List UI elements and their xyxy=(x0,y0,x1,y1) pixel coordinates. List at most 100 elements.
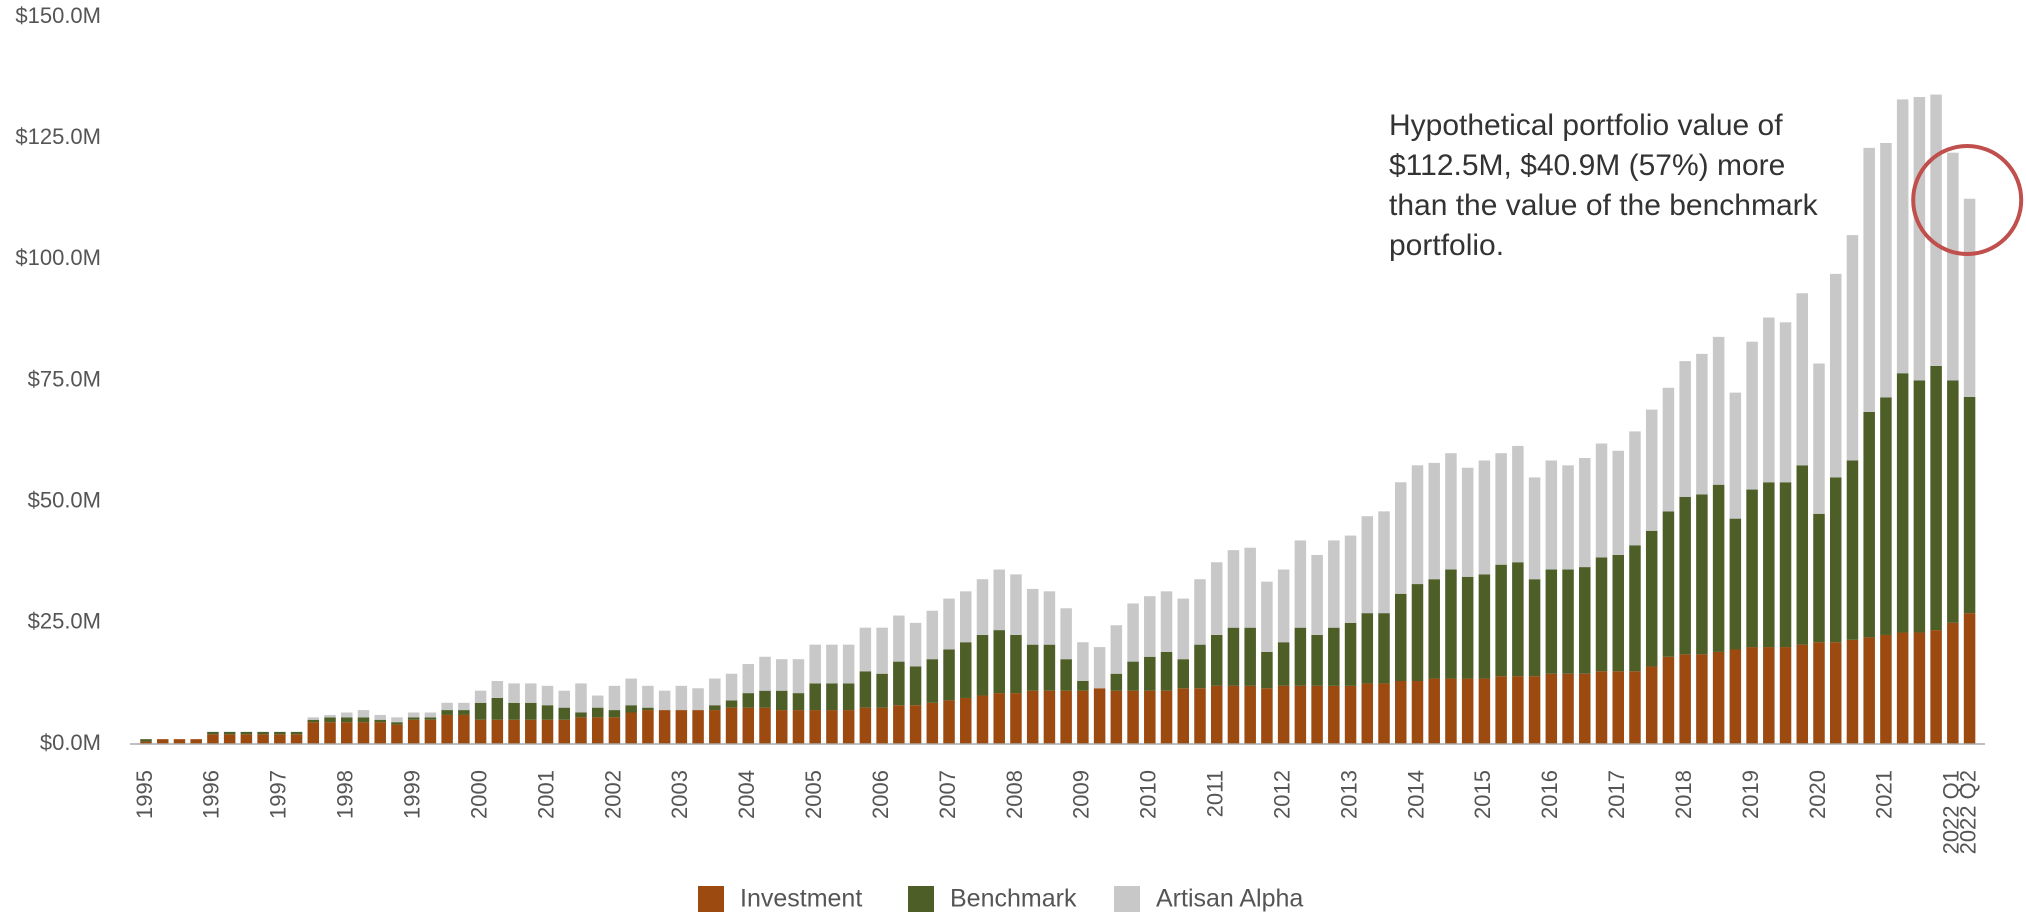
bar-segment xyxy=(876,673,888,708)
x-tick-label: 2011 xyxy=(1203,770,1228,817)
bar-segment xyxy=(1829,477,1842,643)
bar-segment xyxy=(1612,450,1624,555)
bar-segment xyxy=(1445,678,1457,744)
bar-segment xyxy=(1461,467,1474,577)
bar-segment xyxy=(1445,453,1457,570)
bar-segment xyxy=(1026,690,1039,744)
bar-segment xyxy=(1763,317,1775,483)
x-tick-label: 2010 xyxy=(1136,770,1161,819)
legend-label: Investment xyxy=(740,885,862,913)
bar-segment xyxy=(1344,685,1357,744)
bar-segment xyxy=(1311,634,1323,686)
bar-segment xyxy=(775,659,788,691)
x-tick-label: 2007 xyxy=(935,770,960,819)
bar-segment xyxy=(575,717,587,744)
bar-segment xyxy=(424,717,437,720)
bar-segment xyxy=(625,712,637,744)
annotation: Hypothetical portfolio value of $112.5M,… xyxy=(1389,109,1818,262)
bar-segment xyxy=(976,579,989,635)
bar-segment xyxy=(1060,608,1072,660)
bar-segment xyxy=(1428,579,1440,679)
bar-segment xyxy=(1395,680,1407,744)
bar-segment xyxy=(1545,673,1558,744)
x-tick-label: 2008 xyxy=(1002,770,1027,819)
bar-segment xyxy=(1829,273,1842,478)
bar-segment xyxy=(1712,484,1725,652)
bar-segment xyxy=(1026,644,1039,691)
bar-segment xyxy=(926,610,939,660)
bar-segment xyxy=(859,707,872,744)
bar-segment xyxy=(792,659,805,694)
bar-segment xyxy=(1562,569,1574,674)
bar-segment xyxy=(1796,293,1809,466)
bar-segment xyxy=(575,712,587,718)
x-tick-label: 2003 xyxy=(667,770,692,819)
bar-segment xyxy=(424,719,437,744)
bar-segment xyxy=(1880,397,1892,635)
bar-segment xyxy=(257,734,269,744)
bar-segment xyxy=(742,664,755,694)
bar-segment xyxy=(658,690,671,711)
bar-segment xyxy=(976,695,989,744)
bar-segment xyxy=(1328,540,1340,628)
bar-segment xyxy=(1010,574,1022,635)
bar-segment xyxy=(1595,557,1608,672)
bar-segment xyxy=(374,719,386,723)
x-tick-label: 2021 xyxy=(1872,770,1897,819)
bar-segment xyxy=(1579,673,1591,744)
bar-segment xyxy=(508,702,520,720)
bar-segment xyxy=(725,700,738,708)
bar-segment xyxy=(1528,477,1541,580)
bar-segment xyxy=(257,731,269,735)
bar-segment xyxy=(1144,656,1156,691)
bar-segment xyxy=(742,693,755,708)
bar-segment xyxy=(1746,647,1758,744)
bar-segment xyxy=(458,714,470,744)
bar-segment xyxy=(1913,380,1926,633)
x-tick-label: 2022 Q2 xyxy=(1955,770,1980,854)
bar-segment xyxy=(1896,373,1909,633)
x-tick-label: 2006 xyxy=(868,770,893,819)
bar-segment xyxy=(1361,516,1374,614)
bar-segment xyxy=(809,683,821,711)
bar-segment xyxy=(909,666,922,706)
x-tick-label: 2001 xyxy=(533,770,558,819)
bar-segment xyxy=(1378,511,1390,614)
y-tick-label: $50.0M xyxy=(28,487,101,512)
bar-segment xyxy=(1361,613,1374,684)
bar-segment xyxy=(1528,676,1541,744)
bar-segment xyxy=(1194,579,1206,645)
bar-segment xyxy=(1395,593,1407,681)
bar-segment xyxy=(1194,688,1206,744)
bar-segment xyxy=(1863,412,1875,638)
bar-segment xyxy=(1411,584,1424,681)
x-tick-label: 2004 xyxy=(734,770,759,819)
bar-segment xyxy=(140,739,152,742)
bar-segment xyxy=(1194,644,1206,689)
bar-segment xyxy=(1645,530,1658,667)
bar-segment xyxy=(591,717,604,744)
bar-segment xyxy=(357,722,370,744)
x-tick-label: 2016 xyxy=(1537,770,1562,819)
legend-swatch xyxy=(698,886,724,912)
bar-segment xyxy=(324,717,336,723)
bar-segment xyxy=(893,661,905,706)
bar-segment xyxy=(725,707,738,744)
bar-segment xyxy=(491,719,504,744)
bar-segment xyxy=(424,712,437,718)
bar-segment xyxy=(1060,659,1072,691)
bar-segment xyxy=(1930,630,1942,744)
bar-segment xyxy=(1545,569,1558,674)
bar-segment xyxy=(441,710,453,715)
bar-segment xyxy=(1629,671,1641,744)
bar-segment xyxy=(893,705,905,744)
bar-segment xyxy=(1277,569,1290,643)
bar-segment xyxy=(1528,579,1541,677)
x-tick-label: 2005 xyxy=(801,770,826,819)
bar-segment xyxy=(307,722,320,744)
bar-segment xyxy=(1461,678,1474,744)
bar-segment xyxy=(1294,685,1307,744)
bar-segment xyxy=(307,717,320,720)
bar-segment xyxy=(1395,482,1407,594)
bar-segment xyxy=(1880,634,1892,744)
